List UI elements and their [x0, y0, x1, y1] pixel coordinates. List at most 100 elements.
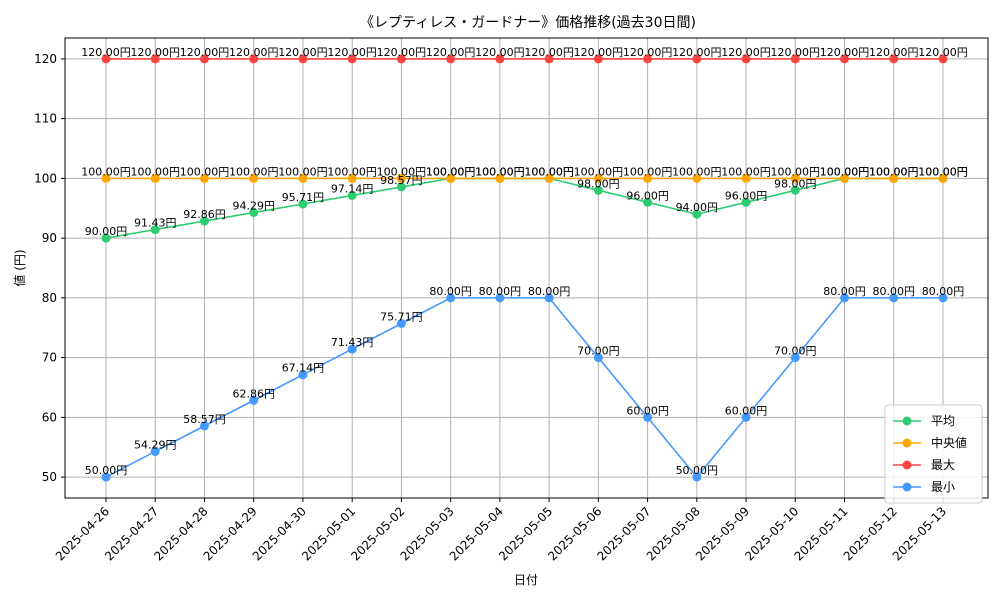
y-tick-label: 110: [34, 112, 57, 126]
data-label: 120.00円: [721, 46, 771, 59]
data-point: [741, 173, 751, 183]
data-label: 100.00円: [475, 165, 525, 178]
data-point: [495, 54, 505, 64]
data-label: 98.57円: [380, 174, 423, 187]
data-label: 100.00円: [869, 165, 919, 178]
y-tick-label: 60: [42, 410, 57, 424]
data-point: [199, 54, 209, 64]
data-label: 98.00円: [774, 177, 817, 190]
data-point: [889, 293, 899, 303]
data-point: [347, 54, 357, 64]
data-point: [298, 173, 308, 183]
data-point: [298, 370, 308, 380]
x-axis-title: 日付: [514, 573, 538, 587]
data-label: 94.29円: [232, 200, 275, 213]
data-point: [643, 173, 653, 183]
legend-marker: [902, 482, 912, 492]
data-point: [347, 173, 357, 183]
data-point: [347, 190, 357, 200]
data-point: [249, 54, 259, 64]
data-labels: 90.00円 91.43円 92.86円 94.29円 95.71円 97.14円 98.5…: [81, 46, 968, 477]
data-point: [938, 293, 948, 303]
data-point: [643, 197, 653, 207]
data-label: 120.00円: [81, 46, 131, 59]
data-point: [840, 54, 850, 64]
legend-box: [884, 404, 983, 504]
data-point: [199, 173, 209, 183]
data-label: 120.00円: [820, 46, 870, 59]
data-point: [643, 412, 653, 422]
data-point: [790, 185, 800, 195]
data-point: [495, 293, 505, 303]
data-point: [593, 173, 603, 183]
data-point: [790, 173, 800, 183]
data-point: [790, 54, 800, 64]
data-label: 100.00円: [820, 165, 870, 178]
y-tick-label: 70: [42, 351, 57, 365]
data-label: 90.00円: [85, 225, 128, 238]
data-label: 120.00円: [672, 46, 722, 59]
data-label: 97.14円: [331, 182, 374, 195]
data-point: [692, 472, 702, 482]
data-label: 80.00円: [429, 285, 472, 298]
data-label: 100.00円: [771, 165, 821, 178]
data-label: 100.00円: [475, 165, 525, 178]
series-layer: [101, 54, 948, 482]
data-point: [101, 173, 111, 183]
data-point: [692, 173, 702, 183]
legend-marker: [902, 416, 912, 426]
data-label: 71.43円: [331, 336, 374, 349]
data-label: 100.00円: [130, 165, 180, 178]
data-label: 60.00円: [626, 404, 669, 417]
data-label: 100.00円: [672, 165, 722, 178]
data-label: 67.14円: [282, 362, 325, 375]
data-point: [741, 197, 751, 207]
data-label: 120.00円: [377, 46, 427, 59]
data-point: [249, 173, 259, 183]
data-point: [101, 472, 111, 482]
data-point: [396, 173, 406, 183]
data-point: [446, 54, 456, 64]
data-point: [150, 173, 160, 183]
legend-marker: [902, 438, 912, 448]
data-point: [150, 225, 160, 235]
data-label: 62.86円: [232, 387, 275, 400]
data-label: 80.00円: [873, 285, 916, 298]
data-label: 100.00円: [574, 165, 624, 178]
data-point: [396, 182, 406, 192]
data-point: [938, 54, 948, 64]
data-point: [249, 395, 259, 405]
data-label: 100.00円: [377, 165, 427, 178]
data-point: [593, 54, 603, 64]
data-label: 80.00円: [479, 285, 522, 298]
data-label: 120.00円: [869, 46, 919, 59]
data-point: [446, 173, 456, 183]
data-point: [347, 344, 357, 354]
data-label: 70.00円: [577, 345, 620, 358]
data-point: [298, 54, 308, 64]
data-point: [249, 208, 259, 218]
data-label: 100.00円: [918, 165, 968, 178]
data-label: 100.00円: [623, 165, 673, 178]
chart-title: 《レプティレス・ガードナー》価格推移(過去30日間): [360, 15, 696, 31]
data-point: [840, 173, 850, 183]
data-point: [741, 412, 751, 422]
legend-label: 最大: [931, 458, 955, 472]
data-label: 50.00円: [676, 464, 719, 477]
data-label: 100.00円: [180, 165, 230, 178]
data-point: [741, 54, 751, 64]
data-label: 120.00円: [426, 46, 476, 59]
data-point: [692, 209, 702, 219]
x-axis: 2025-04-262025-04-272025-04-282025-04-29…: [53, 498, 949, 563]
data-point: [692, 54, 702, 64]
data-point: [495, 173, 505, 183]
y-tick-label: 90: [42, 231, 57, 245]
plot-frame: [64, 37, 989, 499]
data-label: 80.00円: [528, 285, 571, 298]
data-point: [199, 216, 209, 226]
data-label: 100.00円: [81, 165, 131, 178]
data-point: [544, 173, 554, 183]
data-point: [396, 54, 406, 64]
data-point: [938, 173, 948, 183]
data-point: [446, 293, 456, 303]
